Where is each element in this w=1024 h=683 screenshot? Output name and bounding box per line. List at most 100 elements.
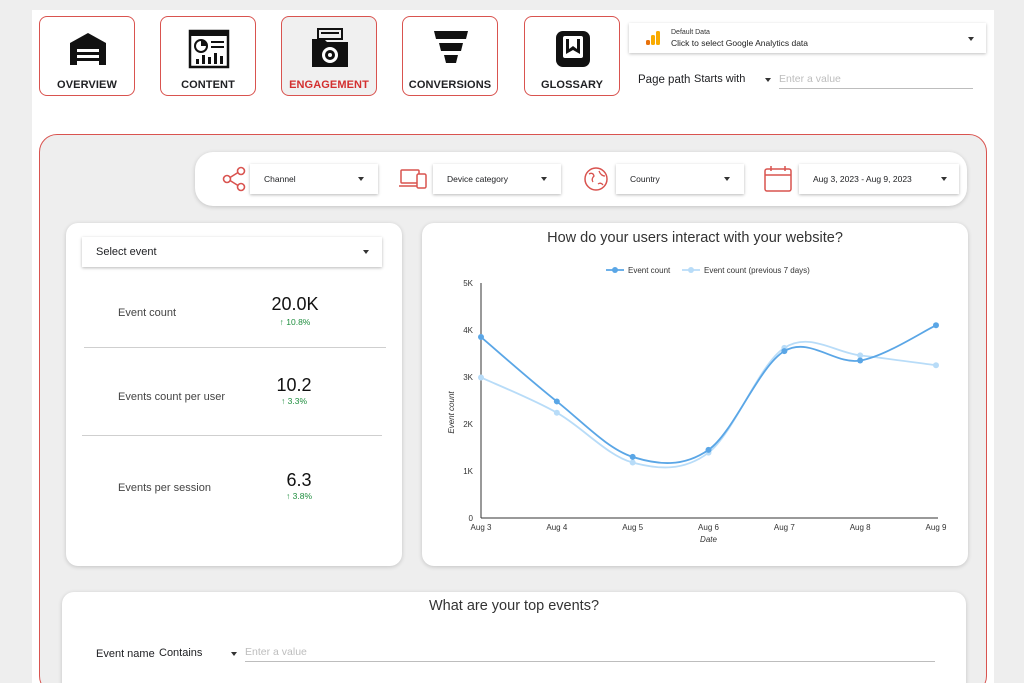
country-filter[interactable]: Country (616, 164, 744, 194)
data-point (857, 357, 864, 364)
country-filter-label: Country (630, 174, 660, 184)
legend-label: Event count (628, 266, 671, 275)
chevron-down-icon (358, 177, 364, 181)
x-axis-title: Date (700, 535, 717, 544)
x-tick-label: Aug 9 (926, 523, 947, 532)
event-count-label: Event count (118, 307, 177, 319)
nav-engagement-button[interactable]: ENGAGEMENT (281, 16, 377, 96)
data-point (478, 374, 484, 381)
event-count-delta-value: 10.8% (286, 317, 311, 327)
chevron-down-icon (724, 177, 730, 181)
x-tick-label: Aug 3 (471, 523, 492, 532)
nav-conversions-label: CONVERSIONS (408, 79, 492, 91)
divider (82, 435, 382, 436)
nav-content-label: CONTENT (181, 79, 235, 91)
chevron-down-icon (363, 250, 369, 254)
page-path-label: Page path (638, 74, 691, 86)
nav-glossary-button[interactable]: GLOSSARY (524, 16, 620, 96)
top-events-card: What are your top events? Event name Con… (62, 592, 966, 683)
top-events-title: What are your top events? (428, 598, 600, 614)
events-per-session-delta-value: 3.8% (292, 491, 312, 501)
nav-conversions-button[interactable]: CONVERSIONS (402, 16, 498, 96)
data-point (933, 322, 939, 329)
y-tick-label: 3K (463, 373, 473, 382)
book-w-icon (556, 31, 590, 67)
data-point (553, 398, 560, 405)
data-point (478, 334, 484, 341)
y-tick-label: 2K (463, 420, 473, 429)
page-path-input[interactable]: Enter a value (779, 70, 973, 89)
chevron-down-icon (541, 177, 547, 181)
filter-bar: Channel Device category Country (195, 152, 967, 206)
device-category-filter-label: Device category (447, 174, 508, 184)
events-per-user-delta-value: 3.3% (287, 396, 307, 406)
nav-overview-label: OVERVIEW (57, 79, 117, 91)
share-nodes-icon (222, 166, 246, 192)
folder-gear-icon (312, 28, 348, 67)
event-count-delta: ↑ 10.8% (279, 317, 311, 327)
nav-content-button[interactable]: CONTENT (160, 16, 256, 96)
legend-marker (612, 267, 618, 273)
select-event-label: Select event (96, 246, 157, 258)
date-range-label: Aug 3, 2023 - Aug 9, 2023 (813, 174, 912, 184)
x-tick-label: Aug 7 (774, 523, 795, 532)
line-chart: Event count Event count (previous 7 days)… (447, 266, 947, 544)
events-per-session-value: 6.3 (286, 470, 312, 490)
date-range-picker[interactable]: Aug 3, 2023 - Aug 9, 2023 (799, 164, 959, 194)
y-tick-label: 4K (463, 326, 473, 335)
data-source-subtitle: Click to select Google Analytics data (671, 38, 809, 48)
devices-icon (399, 169, 427, 189)
x-tick-label: Aug 5 (622, 523, 643, 532)
page-path-placeholder: Enter a value (779, 73, 841, 85)
events-per-user-label: Events count per user (118, 391, 226, 403)
data-point (705, 446, 712, 453)
globe-icon (584, 167, 608, 191)
metrics-card: Select event Event count 20.0K ↑ 10.8% E… (66, 223, 402, 566)
event-name-label: Event name (96, 648, 155, 660)
report-page: OVERVIEW CONTENT ENGAGEMENT (32, 10, 994, 683)
event-name-placeholder: Enter a value (245, 646, 307, 658)
analytics-bars-icon (646, 31, 660, 45)
x-tick-label: Aug 4 (546, 523, 567, 532)
event-count-value: 20.0K (271, 294, 319, 314)
warehouse-icon (70, 33, 106, 65)
events-per-session-delta: ↑ 3.8% (286, 491, 312, 501)
nav-engagement-label: ENGAGEMENT (289, 79, 369, 91)
data-source-title: Default Data (671, 29, 710, 36)
data-point (629, 459, 636, 466)
data-point (933, 362, 939, 369)
page-path-operator-value: Starts with (694, 73, 746, 85)
event-name-operator-value: Contains (159, 647, 203, 659)
data-point (553, 409, 560, 416)
nav-overview-button[interactable]: OVERVIEW (39, 16, 135, 96)
legend-label: Event count (previous 7 days) (704, 266, 810, 275)
dashboard-screen-icon (188, 29, 230, 69)
event-name-operator-select[interactable]: Contains (159, 646, 241, 662)
nav-glossary-label: GLOSSARY (540, 79, 604, 91)
funnel-icon (434, 31, 468, 63)
divider (84, 347, 386, 348)
y-tick-label: 5K (463, 279, 473, 288)
event-name-input[interactable]: Enter a value (245, 643, 935, 662)
events-per-user-value: 10.2 (276, 375, 312, 395)
channel-filter[interactable]: Channel (250, 164, 378, 194)
x-tick-label: Aug 8 (850, 523, 871, 532)
chevron-down-icon (231, 652, 237, 656)
chevron-down-icon (941, 177, 947, 181)
y-tick-label: 0 (469, 514, 474, 523)
interaction-chart-card: How do your users interact with your web… (422, 223, 968, 566)
page-path-operator-select[interactable]: Starts with (694, 72, 774, 88)
device-category-filter[interactable]: Device category (433, 164, 561, 194)
data-point (857, 352, 864, 359)
y-axis-title: Event count (447, 391, 456, 434)
engagement-panel: Channel Device category Country (39, 134, 987, 683)
channel-filter-label: Channel (264, 174, 296, 184)
series-line-0 (480, 324, 937, 464)
chevron-down-icon (765, 78, 771, 82)
events-per-session-label: Events per session (118, 482, 211, 494)
chevron-down-icon (968, 37, 974, 41)
y-tick-label: 1K (463, 467, 473, 476)
select-event-dropdown[interactable]: Select event (82, 237, 382, 267)
data-point (629, 453, 636, 460)
data-source-selector[interactable]: Default Data Click to select Google Anal… (629, 23, 986, 53)
